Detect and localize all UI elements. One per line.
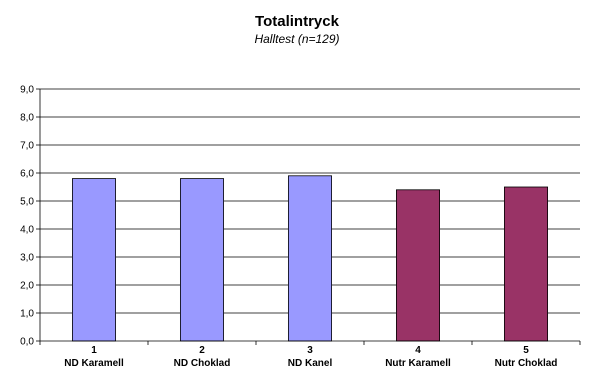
x-tick-number: 4: [415, 345, 421, 356]
bar-4: [395, 189, 440, 342]
x-tick-label: ND Karamell: [64, 358, 124, 369]
y-tick-label: 5,0: [20, 197, 34, 208]
bars: [72, 175, 548, 342]
y-tick-label: 8,0: [20, 113, 34, 124]
x-tick-number: 5: [523, 345, 529, 356]
x-tick-number: 2: [199, 345, 205, 356]
y-tick-label: 2,0: [20, 281, 34, 292]
bar-3: [287, 175, 332, 342]
y-axis-ticks: 0,0 1,0 2,0 3,0 4,0 5,0 6,0 7,0 8,0 9,0: [20, 85, 34, 348]
x-tick-label: ND Choklad: [174, 358, 231, 369]
y-tick-label: 0,0: [20, 337, 34, 348]
y-tick-label: 6,0: [20, 169, 34, 180]
chart-subtitle: Halltest (n=129): [254, 32, 339, 46]
y-tick-label: 3,0: [20, 253, 34, 264]
bar-1: [72, 178, 117, 342]
y-tick-label: 7,0: [20, 141, 34, 152]
x-tick-label: Nutr Choklad: [495, 358, 558, 369]
y-tick-label: 1,0: [20, 309, 34, 320]
y-tick-label: 9,0: [20, 85, 34, 96]
bar-5: [503, 186, 548, 342]
x-tick-number: 3: [307, 345, 313, 356]
y-tick-label: 4,0: [20, 225, 34, 236]
bar-2: [179, 178, 224, 342]
x-axis-labels: 1 ND Karamell 2 ND Choklad 3 ND Kanel 4 Nutr Ka…: [64, 345, 557, 369]
chart-title: Totalintryck: [255, 13, 340, 30]
x-tick-number: 1: [91, 345, 97, 356]
x-tick-label: Nutr Karamell: [385, 358, 451, 369]
x-tick-label: ND Kanel: [288, 358, 333, 369]
axes: [36, 88, 581, 345]
